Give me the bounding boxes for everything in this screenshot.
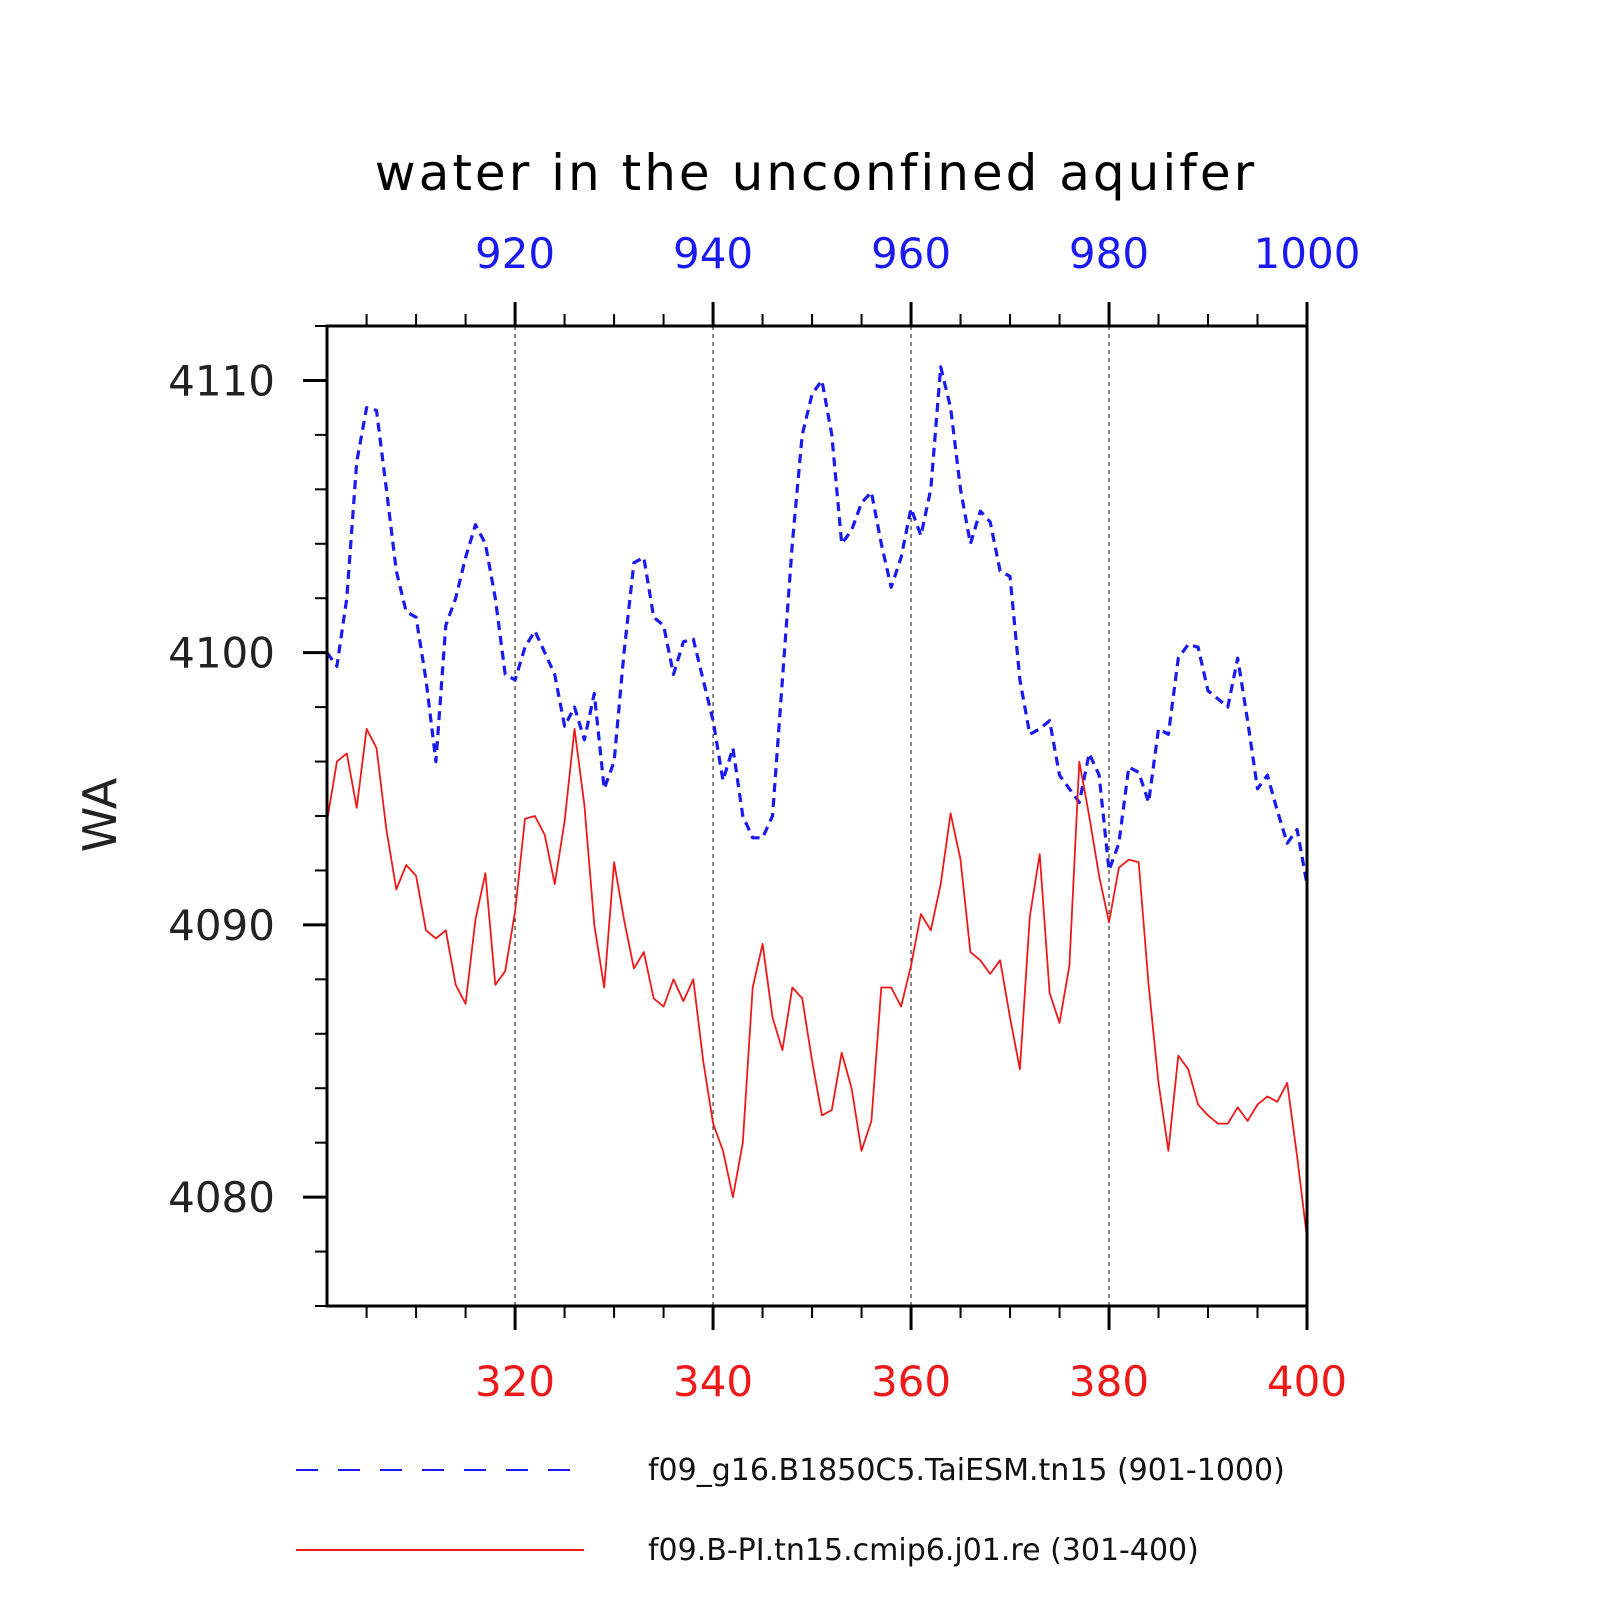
bottom-tick-label: 360 [871,1357,951,1406]
legend: f09_g16.B1850C5.TaiESM.tn15 (901-1000) f0… [296,1453,1285,1568]
plot-frame [325,324,1309,1308]
y-axis-label: WA [73,777,127,852]
y-tick-label: 4110 [168,356,275,405]
series-line-2 [326,728,1308,1239]
bottom-tick-label: 380 [1069,1357,1149,1406]
top-tick-label: 960 [871,229,951,278]
legend-label-2: f09.B-PI.tn15.cmip6.j01.re (301-400) [648,1533,1199,1568]
series-layer [325,365,1309,1239]
grid-lines [514,326,1110,1306]
chart-title: water in the unconfined aquifer [375,144,1257,202]
top-tick-label: 980 [1069,229,1149,278]
legend-label-1: f09_g16.B1850C5.TaiESM.tn15 (901-1000) [648,1453,1285,1488]
bottom-tick-label: 340 [673,1357,753,1406]
bottom-tick-label: 400 [1267,1357,1347,1406]
top-tick-label: 920 [475,229,555,278]
bottom-tick-label: 320 [475,1357,555,1406]
y-tick-label: 4100 [168,629,275,678]
series-line-1 [325,365,1309,885]
y-tick-label: 4090 [168,901,275,950]
y-tick-label: 4080 [168,1173,275,1222]
top-tick-label: 1000 [1254,229,1361,278]
axes: 4080 4090 4100 4110 920 940 960 980 1000 320 340 36… [168,229,1360,1406]
top-tick-label: 940 [673,229,753,278]
